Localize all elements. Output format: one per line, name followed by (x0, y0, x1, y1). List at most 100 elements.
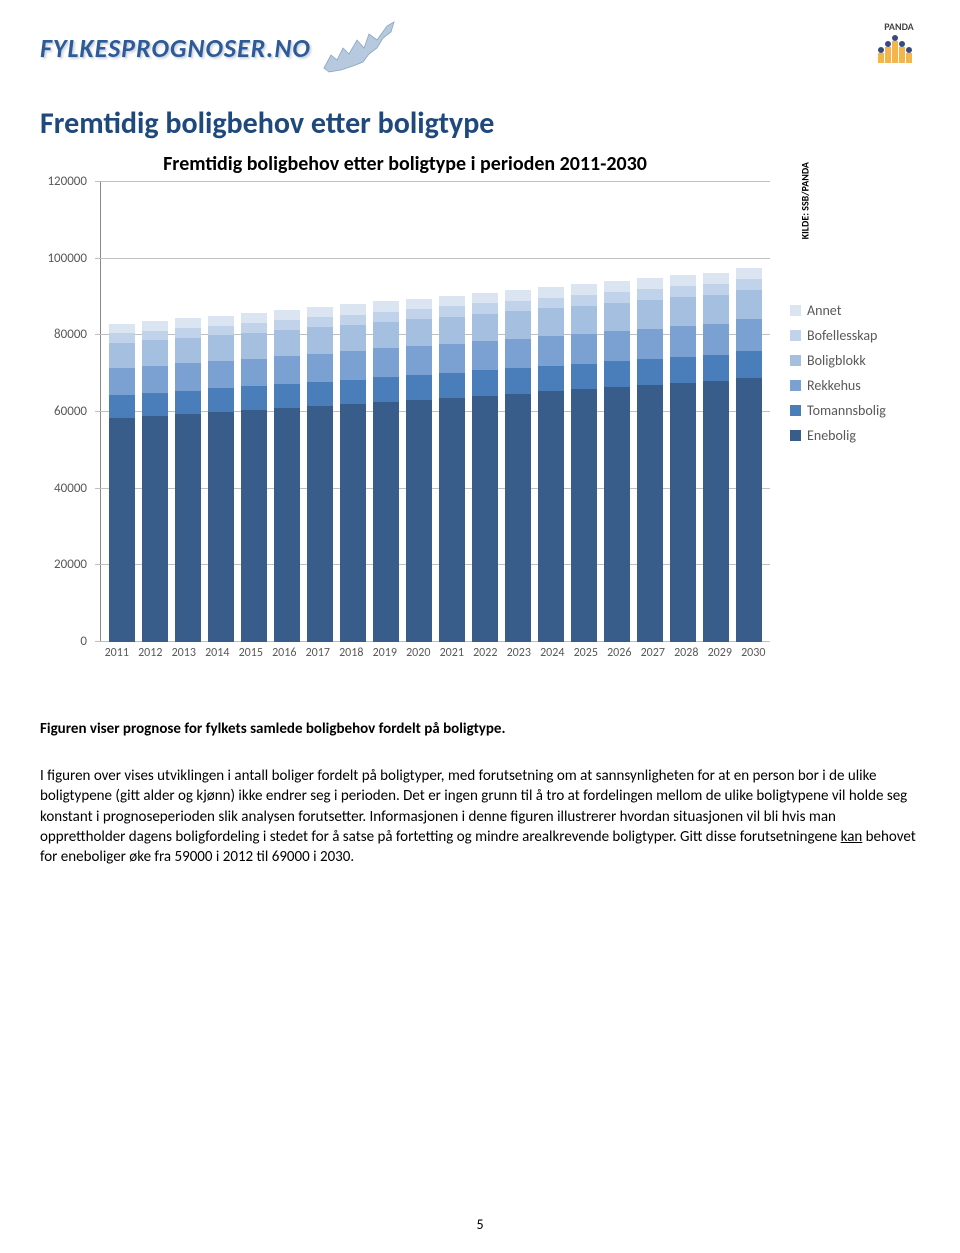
x-tick-label: 2028 (673, 646, 699, 660)
bar-segment (241, 359, 267, 387)
bar-segment (340, 315, 366, 325)
bar-segment (538, 391, 564, 642)
bar-segment (604, 281, 630, 292)
bar-segment (241, 410, 267, 642)
page-header: FYLKESPROGNOSER.NO PANDA (40, 20, 920, 75)
bar-segment (406, 346, 432, 375)
bar-segment (208, 316, 234, 326)
bar-segment (472, 303, 498, 313)
legend-item: Tomannsbolig (790, 402, 886, 419)
bar-segment (274, 330, 300, 356)
bar-segment (505, 290, 531, 301)
bar-segment (208, 388, 234, 412)
bar-column (571, 284, 597, 642)
legend-item: Enebolig (790, 427, 886, 444)
bar-segment (736, 268, 762, 279)
logo-right: PANDA (878, 20, 920, 63)
y-tick-label: 0 (39, 634, 87, 649)
bar-segment (406, 299, 432, 309)
legend-label: Boligblokk (807, 352, 866, 369)
bar-column (670, 275, 696, 642)
y-tick-label: 120000 (39, 174, 87, 189)
bar-segment (175, 318, 201, 328)
bar-segment (505, 301, 531, 312)
legend-label: Annet (807, 302, 841, 319)
bar-column (373, 301, 399, 642)
bar-segment (505, 339, 531, 369)
chart-block: Fremtidig boligbehov etter boligtype i p… (40, 152, 770, 660)
bar-segment (406, 319, 432, 346)
bar-segment (340, 325, 366, 352)
legend-item: Annet (790, 302, 886, 319)
bar-segment (274, 310, 300, 320)
legend-label: Bofellesskap (807, 327, 877, 344)
bar-segment (670, 326, 696, 357)
bar-segment (736, 351, 762, 378)
chart-title-text: Fremtidig boligbehov etter boligtype i p… (163, 152, 647, 176)
chart-title: Fremtidig boligbehov etter boligtype i p… (40, 152, 770, 176)
bar-segment (241, 386, 267, 410)
y-tick-label: 100000 (39, 251, 87, 266)
logo-left: FYLKESPROGNOSER.NO (40, 20, 399, 75)
norway-map-icon (319, 20, 399, 75)
bar-segment (307, 354, 333, 382)
x-tick-label: 2026 (606, 646, 632, 660)
bar-segment (670, 383, 696, 642)
bar-segment (340, 404, 366, 642)
bar-segment (736, 279, 762, 290)
bar-segment (538, 298, 564, 309)
bar-column (736, 268, 762, 642)
bar-segment (373, 312, 399, 322)
body-text-underline: kan (841, 828, 863, 846)
bar-segment (109, 395, 135, 418)
bar-segment (142, 393, 168, 416)
legend-swatch (790, 305, 801, 316)
page-number: 5 (0, 1216, 960, 1233)
bar-segment (307, 317, 333, 327)
bar-segment (538, 336, 564, 366)
chart-legend: AnnetBofellesskapBoligblokkRekkehusToman… (790, 302, 886, 452)
bar-column (472, 293, 498, 642)
bar-segment (538, 366, 564, 391)
bar-segment (571, 306, 597, 334)
logo-left-text: FYLKESPROGNOSER.NO (40, 32, 311, 64)
bar-column (406, 299, 432, 642)
bar-segment (208, 361, 234, 389)
x-tick-label: 2019 (372, 646, 398, 660)
bar-segment (406, 400, 432, 642)
bar-segment (208, 326, 234, 336)
bar-segment (571, 364, 597, 390)
chart-source-label: KILDE: SSB/PANDA (798, 162, 811, 239)
x-tick-label: 2021 (439, 646, 465, 660)
bar-segment (175, 363, 201, 390)
bar-segment (241, 313, 267, 323)
x-tick-label: 2016 (271, 646, 297, 660)
bar-segment (274, 408, 300, 642)
legend-swatch (790, 380, 801, 391)
bar-segment (703, 381, 729, 642)
bar-column (109, 324, 135, 642)
legend-swatch (790, 430, 801, 441)
bar-segment (406, 309, 432, 319)
x-tick-label: 2027 (640, 646, 666, 660)
bar-segment (373, 402, 399, 642)
y-tick-label: 40000 (39, 481, 87, 496)
bar-segment (373, 322, 399, 349)
bar-segment (604, 292, 630, 303)
bar-segment (439, 306, 465, 316)
bar-segment (604, 303, 630, 331)
x-tick-label: 2023 (506, 646, 532, 660)
bar-segment (538, 308, 564, 336)
bar-segment (175, 414, 201, 642)
bar-segment (604, 387, 630, 642)
bar-segment (571, 284, 597, 295)
bar-segment (142, 331, 168, 341)
bar-segment (505, 394, 531, 642)
chart-plot-area: 020000400006000080000100000120000 (100, 182, 770, 642)
bar-column (604, 281, 630, 642)
bar-segment (109, 368, 135, 395)
bar-column (340, 304, 366, 642)
bar-segment (175, 391, 201, 414)
bar-segment (142, 366, 168, 393)
y-tick-label: 20000 (39, 557, 87, 572)
